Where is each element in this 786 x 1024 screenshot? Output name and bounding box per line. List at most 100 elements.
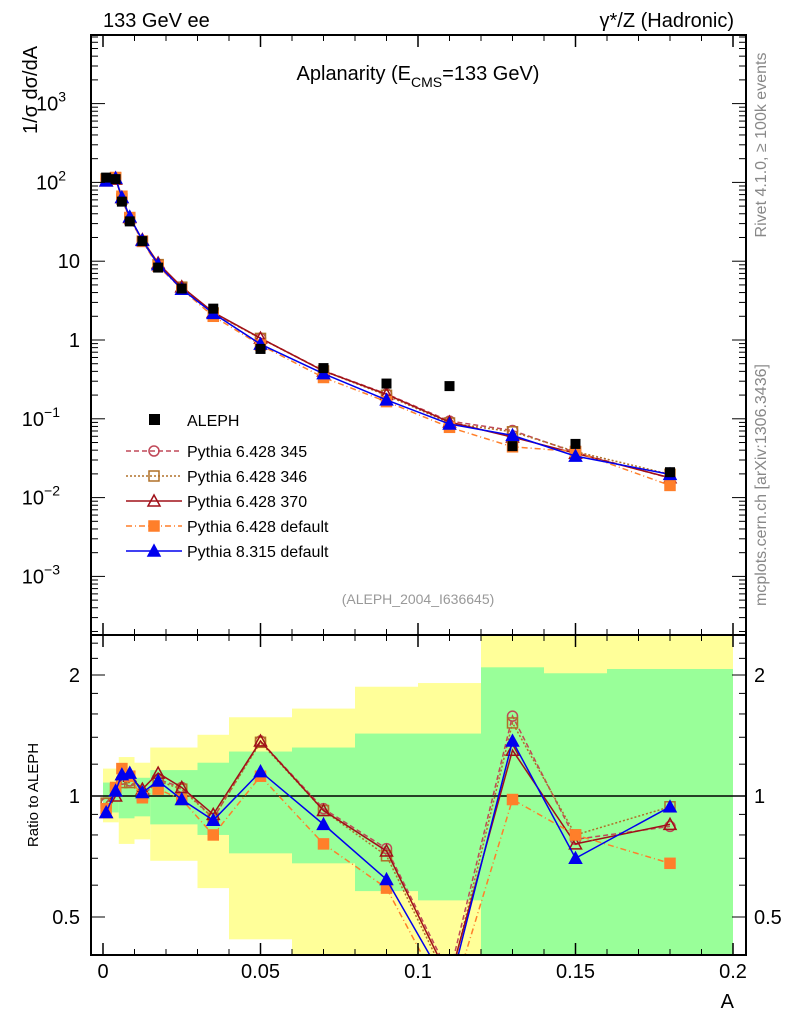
pythia-6-428-345-point xyxy=(445,969,455,979)
pythia-6-428-370-point xyxy=(316,802,331,817)
pythia-6-428-370-point xyxy=(444,973,456,984)
pythia-6-428-default-point xyxy=(445,1001,455,1011)
y-tick-label: 10−3 xyxy=(22,561,60,588)
aleph-data-point xyxy=(116,196,127,207)
pythia-6-428-default-point xyxy=(569,829,582,841)
pythia-6-428-345-line xyxy=(106,177,671,479)
legend-label: Pythia 8.315 default xyxy=(187,544,329,561)
pythia-6-428-default-line xyxy=(105,176,671,487)
pythia-6-428-370-point xyxy=(379,843,394,857)
x-axis-label: A xyxy=(721,991,735,1013)
aleph-data-point xyxy=(101,172,112,183)
pythia-8-315-default-point xyxy=(505,427,520,442)
plot-title: Aplanarity (ECMS=133 GeV) xyxy=(297,63,540,90)
pythia-8-315-default-point xyxy=(316,366,331,380)
pythia-8-315-default-point xyxy=(444,984,456,995)
pythia-8-315-default-point xyxy=(98,804,114,819)
y-tick-label: 1 xyxy=(69,330,80,352)
aleph-data-point xyxy=(570,438,581,449)
pythia-8-315-default-point xyxy=(316,816,331,831)
pythia-6-428-default-point xyxy=(664,479,676,492)
ratio-tick-label-left: 2 xyxy=(69,665,80,687)
aleph-data-point xyxy=(124,216,135,227)
pythia-8-315-default-point xyxy=(174,791,190,806)
x-tick-label: 0.1 xyxy=(404,961,432,983)
y-tick-label: 103 xyxy=(36,89,66,116)
green-band-bin xyxy=(418,733,481,901)
main-panel-series xyxy=(98,170,678,492)
pythia-6-428-default-point xyxy=(506,793,519,806)
pythia-8-315-default-point xyxy=(442,416,457,430)
pythia-6-428-346-point xyxy=(254,736,267,749)
aleph-data-point xyxy=(137,236,148,247)
legend-marker xyxy=(148,470,160,482)
mcplots-label: mcplots.cern.ch [arXiv:1306.3436] xyxy=(753,364,770,606)
pythia-6-428-346-point xyxy=(445,979,455,989)
pythia-6-428-default-point xyxy=(207,829,219,841)
ratio-tick-label-right: 1 xyxy=(754,786,765,808)
legend-label: Pythia 6.428 346 xyxy=(187,469,307,486)
pythia-6-428-346-point xyxy=(506,717,519,729)
ratio-tick-label-right: 2 xyxy=(754,665,765,687)
x-tick-label: 0.05 xyxy=(241,961,280,983)
y-tick-label: 10 xyxy=(58,251,80,273)
y-tick-label: 102 xyxy=(36,167,66,194)
ratio-panel-series xyxy=(98,710,678,1011)
y-axis-label: 1/σ dσ/dA xyxy=(20,45,42,134)
pythia-6-428-370-point xyxy=(505,742,520,756)
pythia-8-315-default-point xyxy=(135,784,150,799)
aleph-data-point xyxy=(110,174,121,185)
legend-aleph-marker xyxy=(149,414,160,425)
legend-marker xyxy=(146,493,162,507)
aleph-data-point xyxy=(507,441,518,452)
pythia-6-428-default-point xyxy=(664,857,676,870)
aleph-data-point xyxy=(444,381,455,392)
pythia-6-428-345-point xyxy=(506,710,519,722)
pythia-8-315-default-point xyxy=(122,765,138,779)
pythia-8-315-default-point xyxy=(253,764,268,778)
ratio-tick-label-left: 0.5 xyxy=(52,907,80,929)
ratio-axis-label: Ratio to ALEPH xyxy=(25,743,42,847)
legend-marker xyxy=(148,520,160,532)
pythia-8-315-default-point xyxy=(662,799,678,813)
aleph-data-point xyxy=(208,303,219,314)
pythia-8-315-default-point xyxy=(379,871,394,886)
rivet-label: Rivet 4.1.0, ≥ 100k events xyxy=(753,53,770,238)
x-tick-label: 0.15 xyxy=(556,961,595,983)
aleph-data-point xyxy=(255,343,266,354)
x-tick-label: 0 xyxy=(97,961,108,983)
y-tick-label: 10−1 xyxy=(22,404,60,431)
ratio-tick-label-left: 1 xyxy=(69,786,80,808)
pythia-8-315-default-point xyxy=(150,773,166,787)
analysis-id: (ALEPH_2004_I636645) xyxy=(342,591,495,607)
legend-label: Pythia 6.428 345 xyxy=(187,444,307,461)
legend-aleph-label: ALEPH xyxy=(187,413,239,430)
pythia-8-315-default-point xyxy=(205,812,221,827)
aleph-data-point xyxy=(381,378,392,389)
pythia-8-315-default-point xyxy=(505,733,520,747)
pythia-6-428-default-point xyxy=(317,838,330,850)
pythia-8-315-default-point xyxy=(568,850,583,865)
pythia-6-428-370-line xyxy=(106,178,671,479)
pythia-6-428-370-point xyxy=(253,733,268,747)
legend-label: Pythia 6.428 default xyxy=(187,519,329,536)
green-band-bin xyxy=(355,733,418,892)
legend-marker xyxy=(148,445,160,457)
pythia-6-428-370-point xyxy=(568,836,583,850)
pythia-8-315-default-point xyxy=(568,448,583,462)
aleph-data-point xyxy=(176,283,187,294)
legend-label: Pythia 6.428 370 xyxy=(187,494,307,511)
ratio-tick-label-right: 0.5 xyxy=(754,907,782,929)
pythia-8-315-default-point xyxy=(379,392,394,406)
pythia-8-315-default-point xyxy=(108,783,123,797)
header-right: γ*/Z (Hadronic) xyxy=(600,10,734,32)
green-band-bin xyxy=(544,673,607,955)
x-tick-label: 0.2 xyxy=(719,961,747,983)
legend-marker xyxy=(146,543,162,557)
y-tick-label: 10−2 xyxy=(22,483,60,510)
header-left: 133 GeV ee xyxy=(103,10,210,32)
aleph-data-point xyxy=(665,467,675,478)
